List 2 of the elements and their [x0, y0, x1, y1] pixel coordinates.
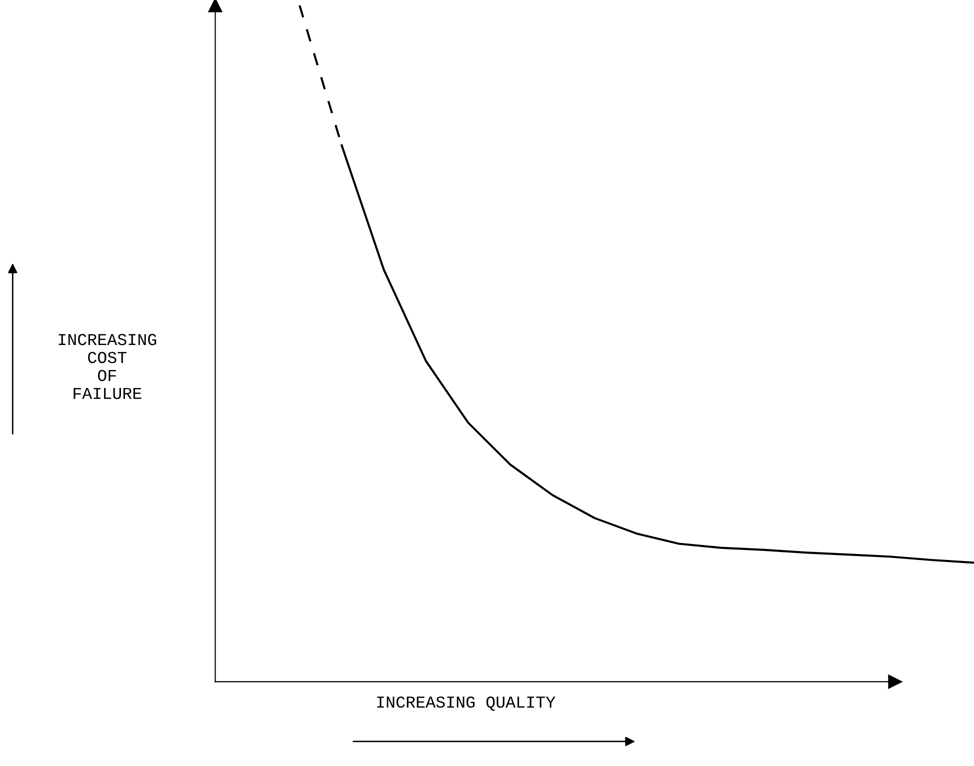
x-axis-title: INCREASING QUALITY: [377, 696, 556, 711]
y-axis-title: INCREASING COST OF FAILURE: [58, 334, 156, 400]
